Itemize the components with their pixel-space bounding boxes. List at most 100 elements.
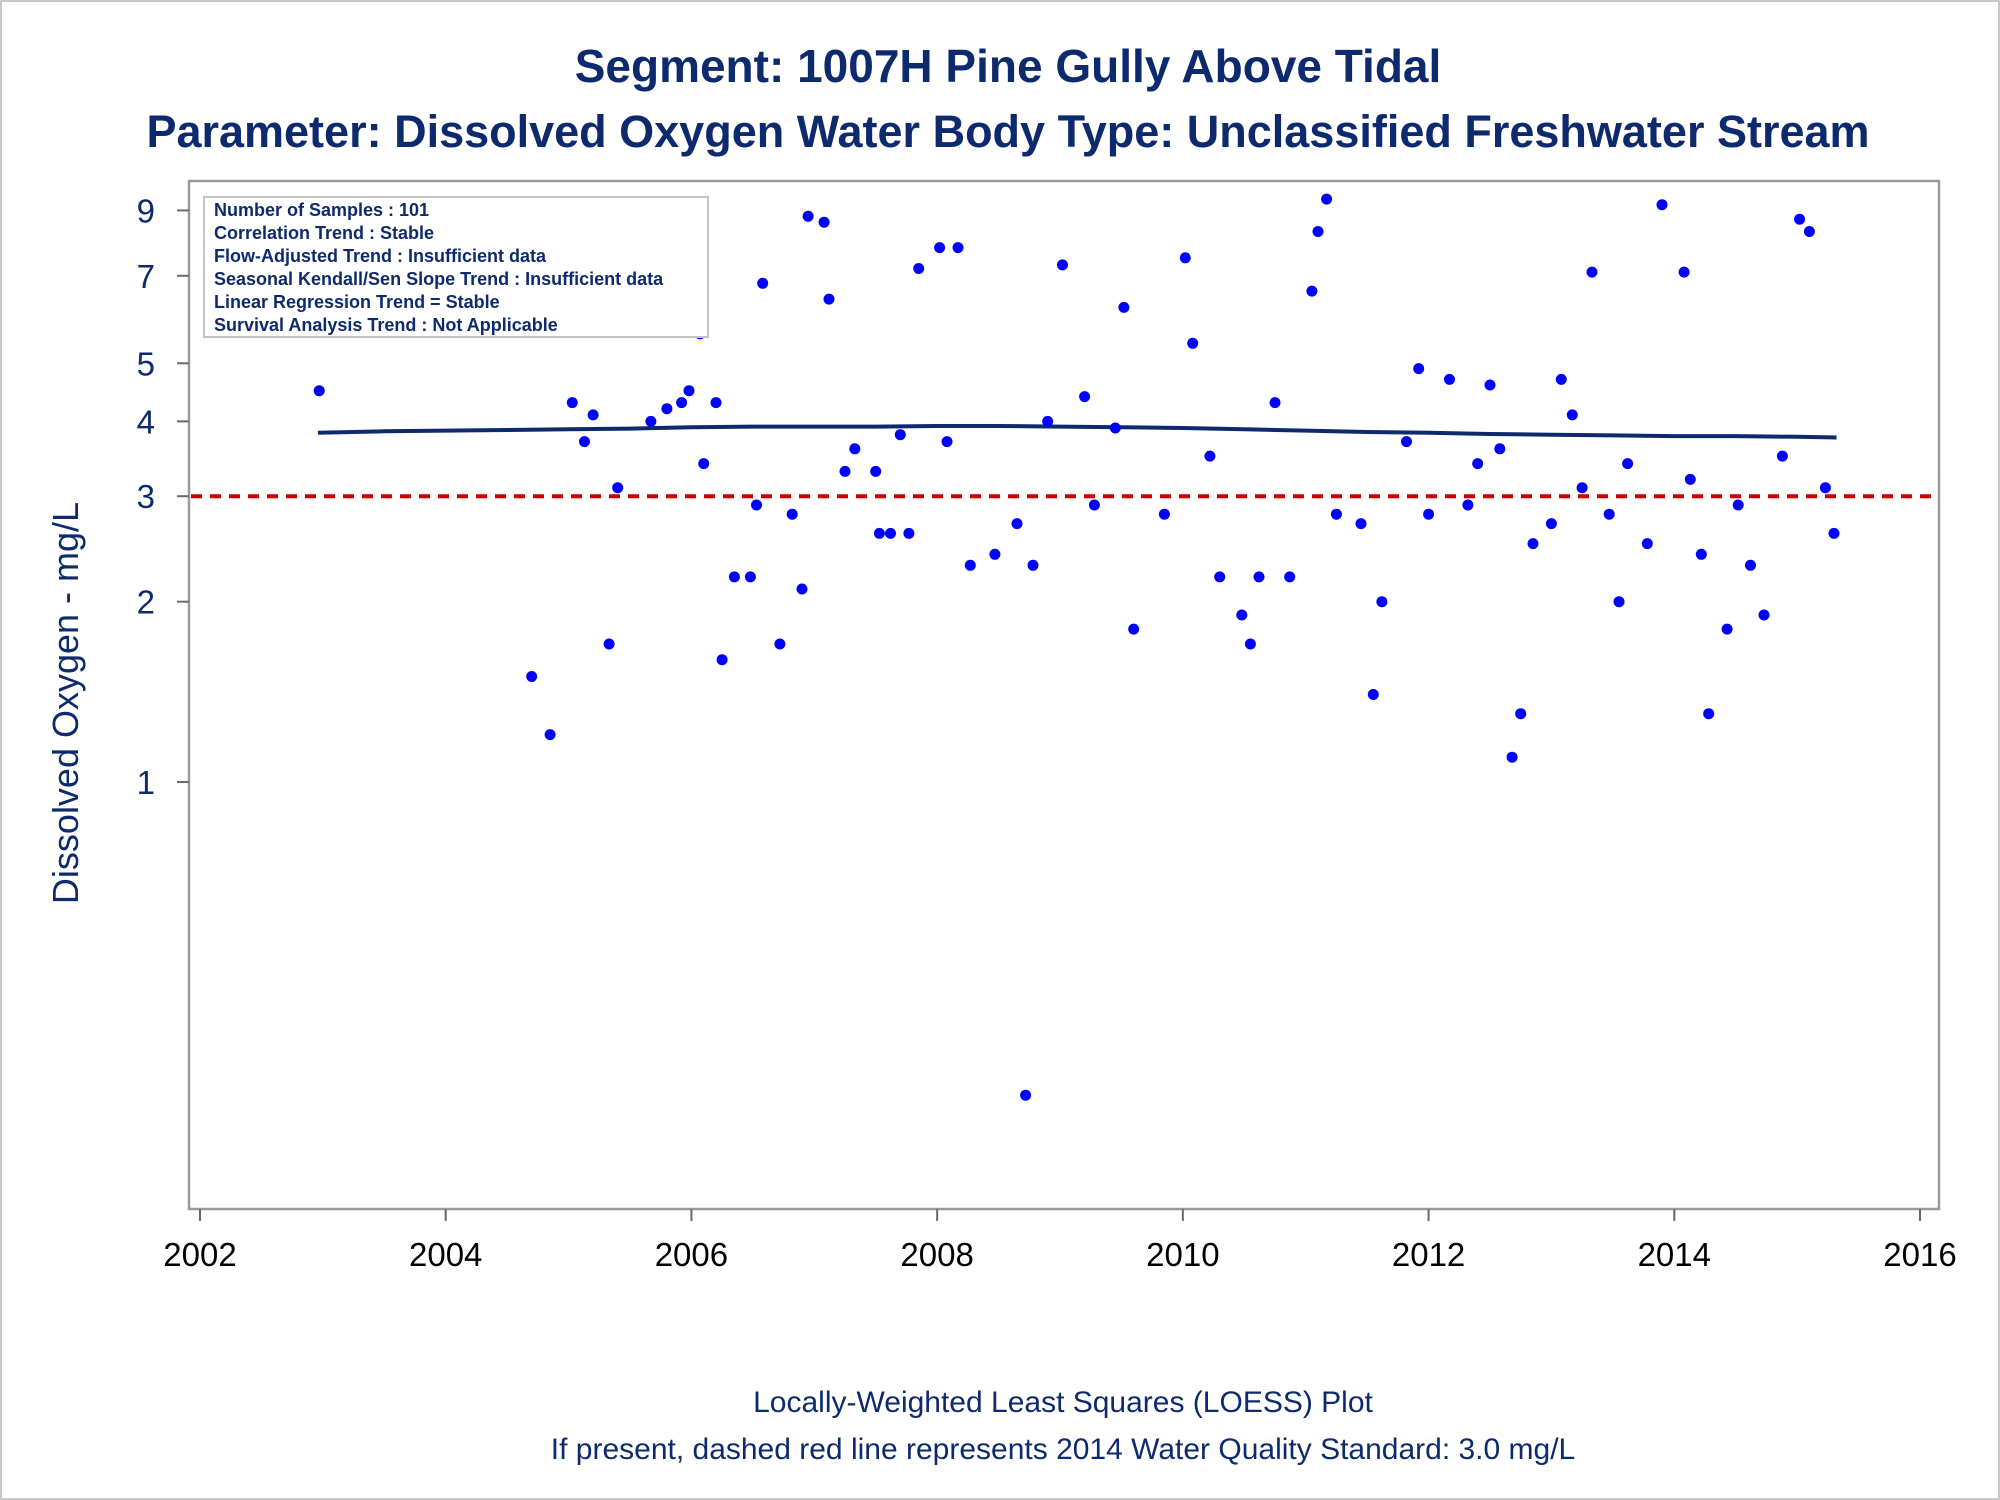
data-point bbox=[1641, 538, 1653, 550]
data-point bbox=[1613, 596, 1625, 608]
data-point bbox=[683, 385, 695, 397]
data-point bbox=[786, 508, 798, 520]
data-point bbox=[1745, 559, 1756, 571]
x-tick-label: 2010 bbox=[1146, 1236, 1219, 1273]
x-tick-label: 2014 bbox=[1638, 1236, 1711, 1273]
footnote-standard: If present, dashed red line represents 2… bbox=[551, 1433, 1575, 1466]
info-line: Seasonal Kendall/Sen Slope Trend : Insuf… bbox=[214, 269, 664, 289]
data-point bbox=[544, 729, 556, 741]
data-point bbox=[757, 277, 769, 289]
data-point bbox=[913, 263, 925, 274]
data-point bbox=[1057, 259, 1068, 271]
y-tick-label: 4 bbox=[137, 403, 155, 440]
data-point bbox=[728, 571, 740, 583]
data-point bbox=[1042, 415, 1054, 427]
data-point bbox=[1695, 548, 1707, 560]
data-point bbox=[823, 293, 835, 305]
data-point bbox=[1020, 1089, 1032, 1101]
data-point bbox=[1027, 559, 1039, 571]
y-tick-label: 3 bbox=[137, 478, 155, 515]
info-line: Number of Samples : 101 bbox=[214, 200, 429, 220]
data-point bbox=[716, 654, 728, 666]
data-point bbox=[751, 499, 762, 511]
data-point bbox=[1306, 285, 1318, 297]
y-tick-label: 1 bbox=[137, 764, 155, 801]
data-point bbox=[796, 583, 808, 595]
x-tick-label: 2008 bbox=[900, 1236, 973, 1273]
data-point bbox=[1423, 508, 1435, 520]
y-tick-label: 7 bbox=[137, 258, 155, 295]
y-tick-label: 9 bbox=[137, 192, 155, 229]
data-point bbox=[1721, 623, 1733, 635]
data-point bbox=[839, 465, 851, 477]
chart-subtitle: Parameter: Dissolved Oxygen Water Body T… bbox=[146, 106, 1869, 157]
data-point bbox=[1367, 689, 1379, 700]
data-point bbox=[1158, 508, 1170, 520]
data-point bbox=[1179, 252, 1191, 264]
data-point bbox=[1472, 458, 1484, 470]
data-point bbox=[313, 385, 325, 397]
info-line: Linear Regression Trend = Stable bbox=[214, 292, 500, 312]
data-point bbox=[1214, 571, 1226, 583]
data-point bbox=[1118, 301, 1130, 313]
data-point bbox=[1703, 708, 1715, 720]
data-point bbox=[873, 527, 885, 539]
y-tick-label: 2 bbox=[137, 584, 155, 621]
data-point bbox=[1622, 458, 1634, 470]
x-tick-label: 2006 bbox=[655, 1236, 728, 1273]
data-point bbox=[1444, 373, 1455, 385]
data-point bbox=[818, 216, 830, 228]
data-point bbox=[1678, 266, 1690, 278]
data-point bbox=[1401, 436, 1412, 448]
data-point bbox=[989, 548, 1001, 560]
data-point bbox=[1462, 499, 1474, 511]
data-point bbox=[744, 571, 756, 583]
info-line: Survival Analysis Trend : Not Applicable bbox=[214, 315, 558, 335]
data-point bbox=[676, 397, 688, 409]
data-point bbox=[1566, 409, 1578, 421]
data-point bbox=[1187, 337, 1199, 349]
data-point bbox=[1236, 609, 1248, 621]
data-point bbox=[894, 429, 906, 441]
data-point bbox=[1413, 363, 1425, 375]
data-point bbox=[903, 527, 915, 539]
data-point bbox=[934, 242, 946, 254]
data-point bbox=[1330, 508, 1342, 520]
data-point bbox=[579, 436, 590, 448]
data-point bbox=[1128, 623, 1140, 635]
loess-line bbox=[317, 424, 1837, 440]
data-point bbox=[587, 409, 599, 421]
x-tick-label: 2012 bbox=[1392, 1236, 1465, 1273]
data-point bbox=[952, 242, 964, 254]
data-point bbox=[1484, 379, 1496, 391]
data-point bbox=[885, 527, 896, 539]
data-point bbox=[1794, 213, 1806, 225]
data-point bbox=[710, 397, 722, 409]
data-point bbox=[774, 638, 786, 650]
data-point bbox=[661, 403, 673, 415]
data-point bbox=[1684, 473, 1696, 485]
data-point bbox=[1732, 499, 1744, 511]
data-point bbox=[964, 559, 976, 571]
data-point bbox=[1527, 538, 1539, 550]
data-point bbox=[1819, 482, 1831, 494]
data-point bbox=[645, 415, 657, 427]
data-point bbox=[1828, 527, 1840, 539]
x-tick-label: 2016 bbox=[1883, 1236, 1956, 1273]
data-point bbox=[1376, 596, 1388, 608]
data-point bbox=[870, 465, 882, 477]
y-axis: 1 2 3 4 5 7 9 bbox=[137, 192, 189, 801]
data-point bbox=[802, 210, 814, 222]
data-point bbox=[1776, 450, 1788, 462]
footnote-loess: Locally-Weighted Least Squares (LOESS) P… bbox=[753, 1386, 1373, 1419]
data-point bbox=[1494, 443, 1506, 455]
chart-title: Segment: 1007H Pine Gully Above Tidal bbox=[575, 40, 1442, 92]
data-point bbox=[603, 638, 615, 650]
data-point bbox=[1576, 482, 1588, 494]
data-point bbox=[1321, 193, 1333, 205]
data-point bbox=[1079, 391, 1091, 403]
x-axis: 2002 2004 2006 2008 2010 2012 2014 2016 bbox=[163, 1209, 1957, 1273]
data-point bbox=[526, 671, 538, 682]
data-point bbox=[1586, 266, 1598, 278]
